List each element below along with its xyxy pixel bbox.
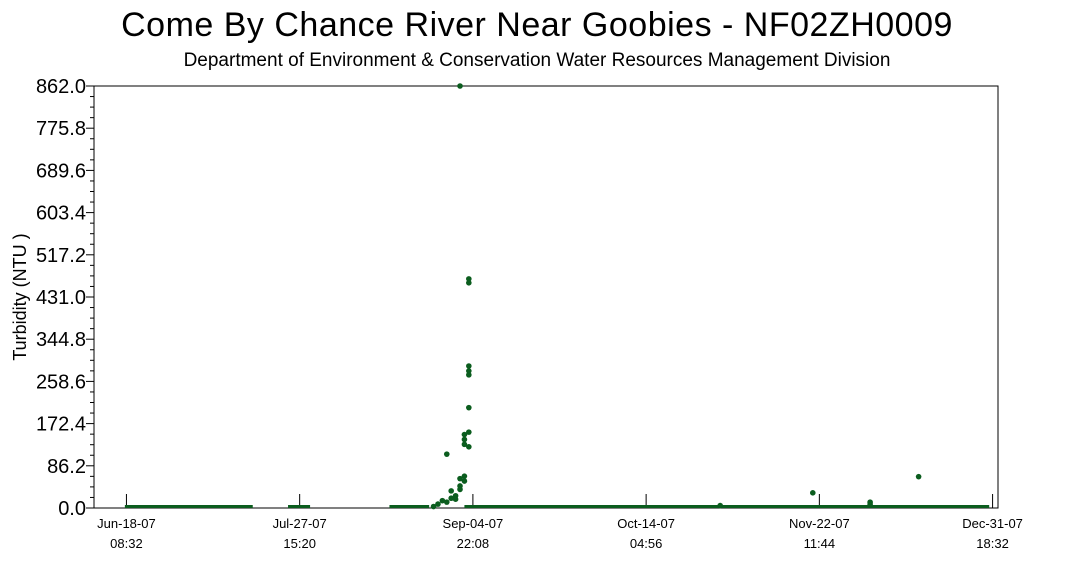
y-tick-label: 862.0 <box>36 76 86 98</box>
data-point <box>435 501 441 507</box>
y-tick-label: 86.2 <box>47 456 86 478</box>
x-tick-label-time: 15:20 <box>283 536 316 551</box>
y-axis-ticks: 0.0 86.2 172.4 258.6 344.8 431.0 517.2 603.4 689… <box>36 76 94 520</box>
data-point <box>466 372 472 378</box>
x-tick-label-date: Jul-27-07 <box>273 516 327 531</box>
plot-area-frame <box>93 85 999 509</box>
data-point <box>457 486 463 493</box>
x-tick-label-date: Dec-31-07 <box>962 516 1023 531</box>
data-point <box>461 473 468 479</box>
y-tick-label: 431.0 <box>36 287 86 309</box>
data-point <box>466 404 472 411</box>
data-point <box>457 475 463 482</box>
x-tick-label-time: 22:08 <box>457 536 490 551</box>
x-tick-label-time: 11:44 <box>804 536 836 551</box>
data-point <box>439 497 446 504</box>
x-tick-label-time: 08:32 <box>110 536 143 551</box>
y-tick-label: 603.4 <box>36 203 86 225</box>
y-tick-label: 517.2 <box>36 245 86 267</box>
data-point <box>448 495 454 502</box>
y-tick-label: 258.6 <box>36 371 86 393</box>
x-tick-label-date: Oct-14-07 <box>617 516 675 531</box>
data-point <box>430 503 437 510</box>
x-tick-label-time: 04:56 <box>630 536 663 551</box>
data-point <box>448 488 454 494</box>
y-tick-label: 775.8 <box>36 118 86 140</box>
x-tick-label-time: 18:32 <box>976 536 1009 551</box>
plot-axes <box>93 85 999 509</box>
data-points <box>430 83 922 510</box>
y-tick-label: 0.0 <box>58 498 86 520</box>
x-axis-ticks: Jun-18-07 08:32 Jul-27-07 15:20 Sep-04-07 22:… <box>97 494 1023 551</box>
data-point <box>466 429 472 435</box>
data-point <box>461 431 468 438</box>
data-point <box>809 490 816 496</box>
data-point <box>443 499 450 505</box>
y-axis-label: Turbidity (NTU ) <box>10 233 30 360</box>
chart-title: Come By Chance River Near Goobies - NF02… <box>121 6 953 44</box>
data-point <box>443 451 450 457</box>
data-point <box>466 363 472 369</box>
data-point <box>867 501 873 507</box>
data-point <box>717 502 723 509</box>
data-point <box>466 444 472 450</box>
data-point <box>915 473 922 480</box>
x-tick-label-date: Sep-04-07 <box>443 516 504 531</box>
data-point <box>457 83 463 89</box>
x-tick-label-date: Nov-22-07 <box>789 516 850 531</box>
data-point <box>466 280 472 286</box>
data-point <box>461 478 468 484</box>
y-tick-label: 172.4 <box>36 414 86 436</box>
y-tick-label: 344.8 <box>36 329 86 351</box>
data-point <box>461 436 468 443</box>
y-tick-label: 689.6 <box>36 160 86 182</box>
data-point <box>466 368 472 374</box>
chart-subtitle: Department of Environment & Conservation… <box>183 50 891 71</box>
x-tick-label-date: Jun-18-07 <box>97 516 156 531</box>
data-point <box>452 496 459 502</box>
data-point <box>466 276 472 282</box>
data-point <box>461 441 468 448</box>
